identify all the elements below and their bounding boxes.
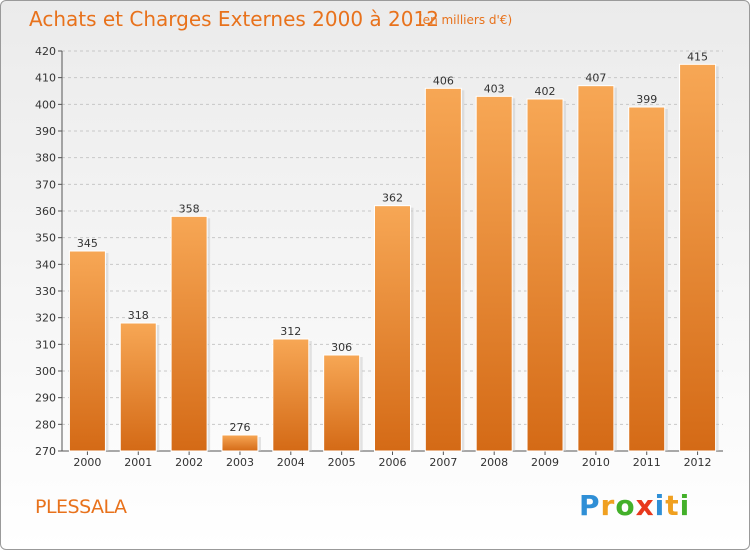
labels: 270 280 290 300 310 320 330 340 350 360 370 380 390 4… bbox=[35, 45, 712, 469]
bar bbox=[272, 338, 310, 452]
bar bbox=[577, 85, 615, 452]
x-tick-label: 2011 bbox=[633, 456, 661, 469]
data-label: 358 bbox=[179, 202, 200, 215]
bar bbox=[679, 63, 717, 452]
y-tick-label: 270 bbox=[35, 445, 56, 458]
y-tick-label: 330 bbox=[35, 285, 56, 298]
y-tick-label: 290 bbox=[35, 392, 56, 405]
x-tick-label: 2003 bbox=[226, 456, 254, 469]
x-tick-label: 2002 bbox=[175, 456, 203, 469]
bar bbox=[628, 106, 666, 452]
bars bbox=[68, 63, 719, 452]
bar bbox=[526, 98, 564, 452]
x-tick-label: 2010 bbox=[582, 456, 610, 469]
y-tick-label: 320 bbox=[35, 312, 56, 325]
logo-letter: o bbox=[615, 489, 636, 522]
x-tick-label: 2008 bbox=[480, 456, 508, 469]
x-tick-label: 2001 bbox=[124, 456, 152, 469]
y-tick-label: 380 bbox=[35, 152, 56, 165]
logo-letter: t bbox=[665, 489, 680, 522]
bar bbox=[119, 322, 157, 452]
bar bbox=[68, 250, 106, 452]
place-name: PLESSALA bbox=[35, 496, 127, 518]
y-tick-label: 300 bbox=[35, 365, 56, 378]
y-tick-label: 400 bbox=[35, 98, 56, 111]
logo-letter: i bbox=[654, 489, 666, 522]
y-tick-label: 420 bbox=[35, 45, 56, 58]
y-tick-label: 390 bbox=[35, 125, 56, 138]
chart-title: Achats et Charges Externes 2000 à 2012 bbox=[29, 7, 439, 31]
proxiti-logo[interactable]: Proxiti bbox=[579, 489, 690, 522]
bar bbox=[374, 205, 411, 452]
y-tick-label: 350 bbox=[35, 232, 56, 245]
chart-subtitle: (en milliers d'€) bbox=[418, 13, 513, 27]
y-tick-label: 360 bbox=[35, 205, 56, 218]
data-label: 407 bbox=[585, 72, 606, 85]
bar bbox=[424, 87, 462, 452]
x-tick-label: 2007 bbox=[429, 456, 457, 469]
data-label: 276 bbox=[229, 421, 250, 434]
data-label: 318 bbox=[128, 309, 149, 322]
y-tick-label: 310 bbox=[35, 338, 56, 351]
y-tick-label: 370 bbox=[35, 178, 56, 191]
bar bbox=[475, 95, 513, 452]
x-tick-label: 2006 bbox=[379, 456, 407, 469]
y-tick-label: 280 bbox=[35, 418, 56, 431]
data-label: 312 bbox=[280, 325, 301, 338]
data-label: 415 bbox=[687, 50, 708, 63]
y-tick-label: 340 bbox=[35, 258, 56, 271]
data-label: 402 bbox=[535, 85, 556, 98]
data-label: 406 bbox=[433, 74, 454, 87]
bar bbox=[323, 354, 361, 452]
data-label: 362 bbox=[382, 192, 403, 205]
data-label: 399 bbox=[636, 93, 657, 106]
logo-letter: r bbox=[600, 489, 616, 522]
bar bbox=[170, 215, 208, 452]
x-tick-label: 2012 bbox=[684, 456, 712, 469]
logo-letter: P bbox=[579, 489, 601, 522]
data-label: 306 bbox=[331, 341, 352, 354]
x-tick-label: 2005 bbox=[328, 456, 356, 469]
y-tick-label: 410 bbox=[35, 72, 56, 85]
x-tick-label: 2000 bbox=[73, 456, 101, 469]
x-tick-label: 2004 bbox=[277, 456, 305, 469]
logo-letter: x bbox=[635, 489, 655, 522]
data-label: 403 bbox=[484, 82, 505, 95]
data-label: 345 bbox=[77, 237, 98, 250]
x-tick-label: 2009 bbox=[531, 456, 559, 469]
logo-letter: i bbox=[679, 489, 691, 522]
bar bbox=[221, 434, 259, 452]
